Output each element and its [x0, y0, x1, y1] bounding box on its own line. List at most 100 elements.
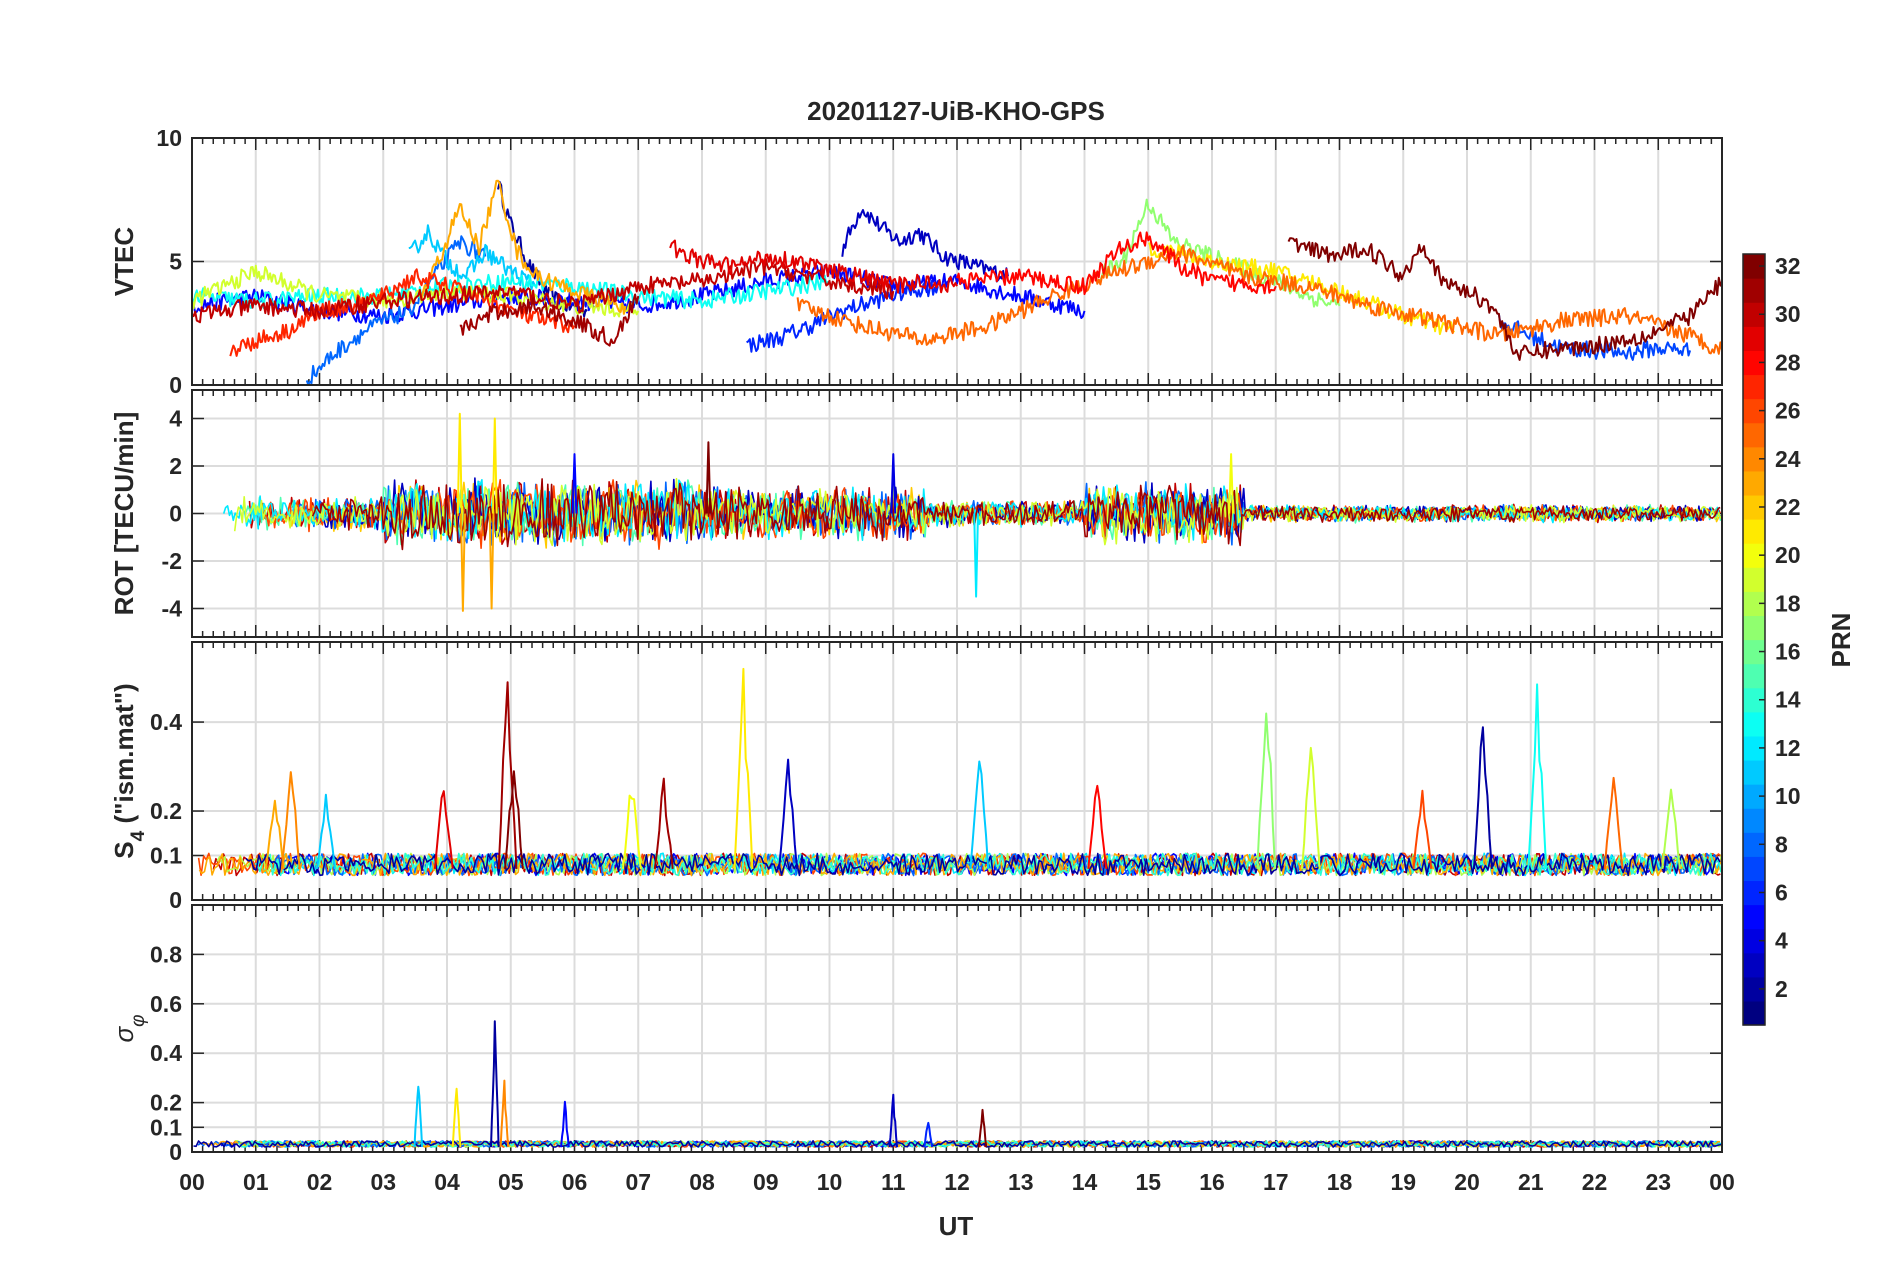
colorbar-cell: [1743, 663, 1765, 689]
series-prn-8: [305, 235, 487, 385]
y-tick-label: 0: [169, 887, 182, 913]
x-tick-label: 16: [1199, 1169, 1225, 1195]
y-tick-label: 0.2: [150, 1090, 182, 1116]
colorbar-cell: [1743, 880, 1765, 906]
series-prn-17: [1097, 198, 1341, 308]
x-tick-label: 15: [1135, 1169, 1161, 1195]
colorbar-tick-label: 14: [1775, 687, 1801, 713]
y-tick-label: 0.2: [150, 798, 182, 824]
colorbar-tick-label: 4: [1775, 928, 1788, 954]
spike-prn-5: [571, 453, 578, 514]
colorbar-tick-label: 24: [1775, 446, 1801, 472]
x-tick-label: 11: [881, 1169, 906, 1195]
x-tick-label: 22: [1582, 1169, 1608, 1195]
spike-prn-21: [733, 667, 754, 869]
series-prn-29: [669, 239, 958, 294]
colorbar-tick-label: 32: [1775, 253, 1801, 279]
x-tick-label: 00: [1709, 1169, 1735, 1195]
spike-prn-18: [1661, 788, 1681, 870]
spike-prn-6: [923, 1121, 934, 1148]
spike-prn-20: [622, 794, 642, 870]
colorbar-cell: [1743, 422, 1765, 448]
x-tick-label: 00: [179, 1169, 205, 1195]
series-group: [193, 1020, 1722, 1148]
plot-frame: [191, 904, 1723, 1153]
series-prn-31: [459, 293, 640, 347]
plot-frame: [191, 137, 1723, 386]
colorbar-cell: [1743, 639, 1765, 665]
spike-prn-11: [315, 793, 336, 870]
y-axis-label: VTEC: [109, 227, 139, 297]
colorbar-tick-label: 6: [1775, 879, 1788, 905]
y-tick-label: 0.4: [150, 709, 182, 735]
spike-prn-29: [433, 790, 454, 870]
x-tick-label: 03: [370, 1169, 396, 1195]
spike-prn-31: [653, 777, 674, 870]
series-group: [222, 412, 1722, 612]
spike-prn-24: [280, 771, 301, 869]
panel-vtec: 0 5 10 VTEC: [109, 125, 1723, 398]
colorbar-cell: [1743, 976, 1765, 1002]
y-axis-label: ROT [TECU/min]: [109, 412, 139, 616]
spike-prn-2: [1473, 726, 1493, 869]
spike-prn-23: [488, 513, 495, 610]
y-tick-label: 5: [169, 249, 182, 275]
panel-s4: 0 0.1 0.2 0.4S4 ("ism.mat"): [109, 641, 1723, 913]
spike-prn-24: [499, 1079, 510, 1148]
y-tick-label: -2: [162, 548, 182, 574]
x-tick-label: 07: [625, 1169, 651, 1195]
colorbar-cell: [1743, 952, 1765, 978]
x-tick-label: 13: [1008, 1169, 1034, 1195]
spike-prn-2: [490, 1020, 500, 1148]
x-tick-label: 05: [498, 1169, 524, 1195]
spike-prn-21: [451, 1087, 462, 1148]
colorbar-tick-label: 18: [1775, 590, 1801, 616]
y-tick-label: 4: [169, 406, 182, 432]
spike-prn-21: [456, 412, 463, 514]
colorbar-cell: [1743, 254, 1765, 279]
x-tick-label: 20: [1454, 1169, 1480, 1195]
y-tick-label: 2: [169, 453, 182, 479]
colorbar-tick-label: 28: [1775, 349, 1801, 375]
colorbar-cell: [1743, 904, 1765, 930]
spike-prn-3: [888, 1093, 899, 1148]
colorbar-cell: [1743, 326, 1765, 351]
y-tick-label: 0.8: [150, 941, 182, 967]
spike-prn-17: [1256, 712, 1277, 869]
y-tick-label: 10: [156, 125, 182, 151]
colorbar-tick-label: 30: [1775, 301, 1801, 327]
colorbar-cell: [1743, 928, 1765, 954]
colorbar-cell: [1743, 1000, 1765, 1026]
x-tick-label: 12: [944, 1169, 970, 1195]
colorbar-tick-label: 16: [1775, 639, 1801, 665]
y-tick-label: 0: [169, 1139, 182, 1165]
series-prn-13: [192, 273, 830, 310]
x-tick-label: 14: [1072, 1169, 1098, 1195]
x-tick-label: 02: [307, 1169, 333, 1195]
colorbar-tick-label: 2: [1775, 976, 1788, 1002]
colorbar-cell: [1743, 687, 1765, 713]
chart-title: 20201127-UiB-KHO-GPS: [807, 96, 1105, 126]
colorbar-cell: [1743, 591, 1765, 617]
spike-prn-26: [1412, 789, 1433, 870]
y-axis-label: S4 ("ism.mat"): [109, 683, 149, 858]
x-tick-label: 10: [817, 1169, 843, 1195]
colorbar-cell: [1743, 784, 1765, 809]
colorbar-tick-label: 12: [1775, 735, 1801, 761]
spike-prn-11: [969, 760, 990, 869]
y-tick-label: 0.1: [150, 843, 182, 869]
colorbar-cell: [1743, 302, 1765, 327]
spike-prn-3: [778, 758, 798, 869]
y-tick-label: 0.4: [150, 1040, 182, 1066]
spike-prn-31: [497, 681, 518, 869]
colorbar-cell: [1743, 519, 1765, 544]
series-prn-28: [956, 231, 1277, 296]
x-tick-label: 08: [689, 1169, 715, 1195]
series-prn-31: [311, 478, 1721, 551]
spike-prn-13: [1527, 683, 1548, 869]
series-prn-25: [796, 244, 1722, 355]
colorbar-cell: [1743, 759, 1765, 785]
spike-prn-32: [705, 441, 712, 514]
